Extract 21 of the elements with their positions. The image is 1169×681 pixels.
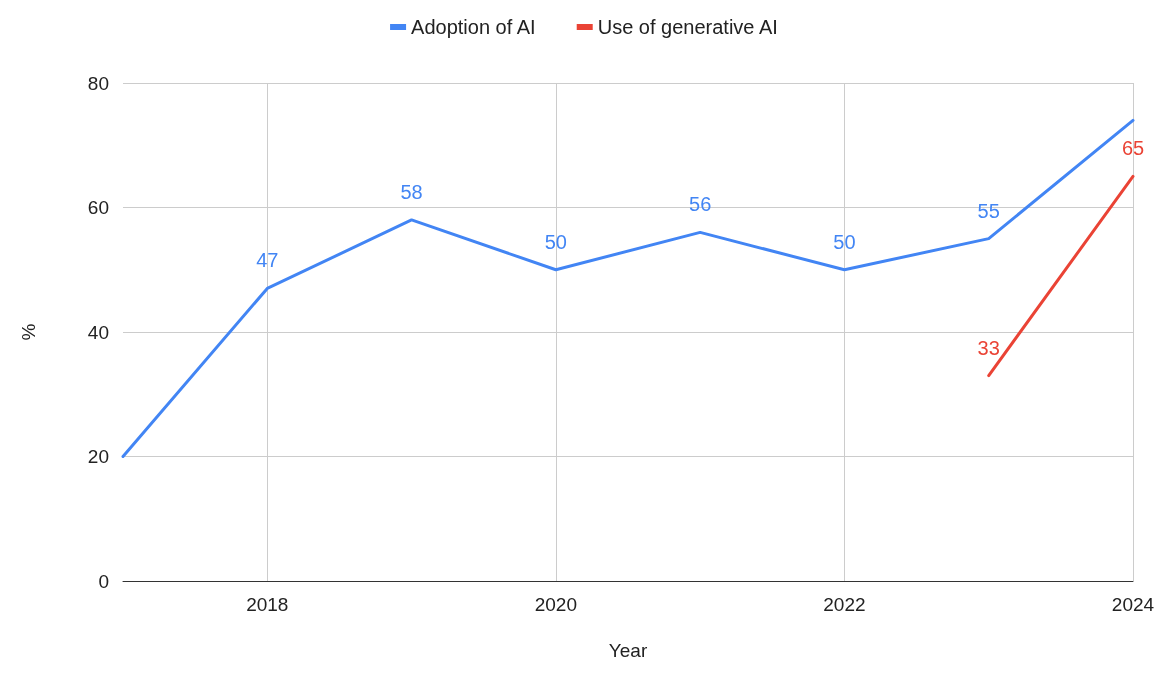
- data-label: 58: [400, 180, 423, 203]
- x-tick-label: 2024: [1111, 594, 1155, 615]
- x-tick-label: 2020: [534, 594, 577, 615]
- data-label: 55: [977, 199, 1000, 222]
- x-axis-title: Year: [608, 640, 648, 661]
- data-label: 50: [544, 230, 567, 253]
- x-tick-label: 2022: [823, 594, 866, 615]
- data-label: 65: [1121, 137, 1145, 160]
- x-tick-label: 2018: [246, 594, 289, 615]
- y-tick-label: 80: [87, 72, 109, 94]
- y-tick-label: 0: [98, 570, 109, 592]
- legend-label: Use of generative AI: [597, 16, 778, 38]
- y-tick-label: 60: [87, 197, 109, 218]
- data-label: 50: [833, 230, 856, 253]
- data-label: 47: [256, 249, 279, 272]
- data-label: 33: [977, 336, 1000, 359]
- legend-label: Adoption of AI: [411, 16, 536, 38]
- y-tick-label: 20: [87, 446, 109, 467]
- y-tick-label: 40: [87, 321, 109, 343]
- y-axis-title: %: [18, 323, 39, 341]
- data-label: 56: [689, 193, 712, 216]
